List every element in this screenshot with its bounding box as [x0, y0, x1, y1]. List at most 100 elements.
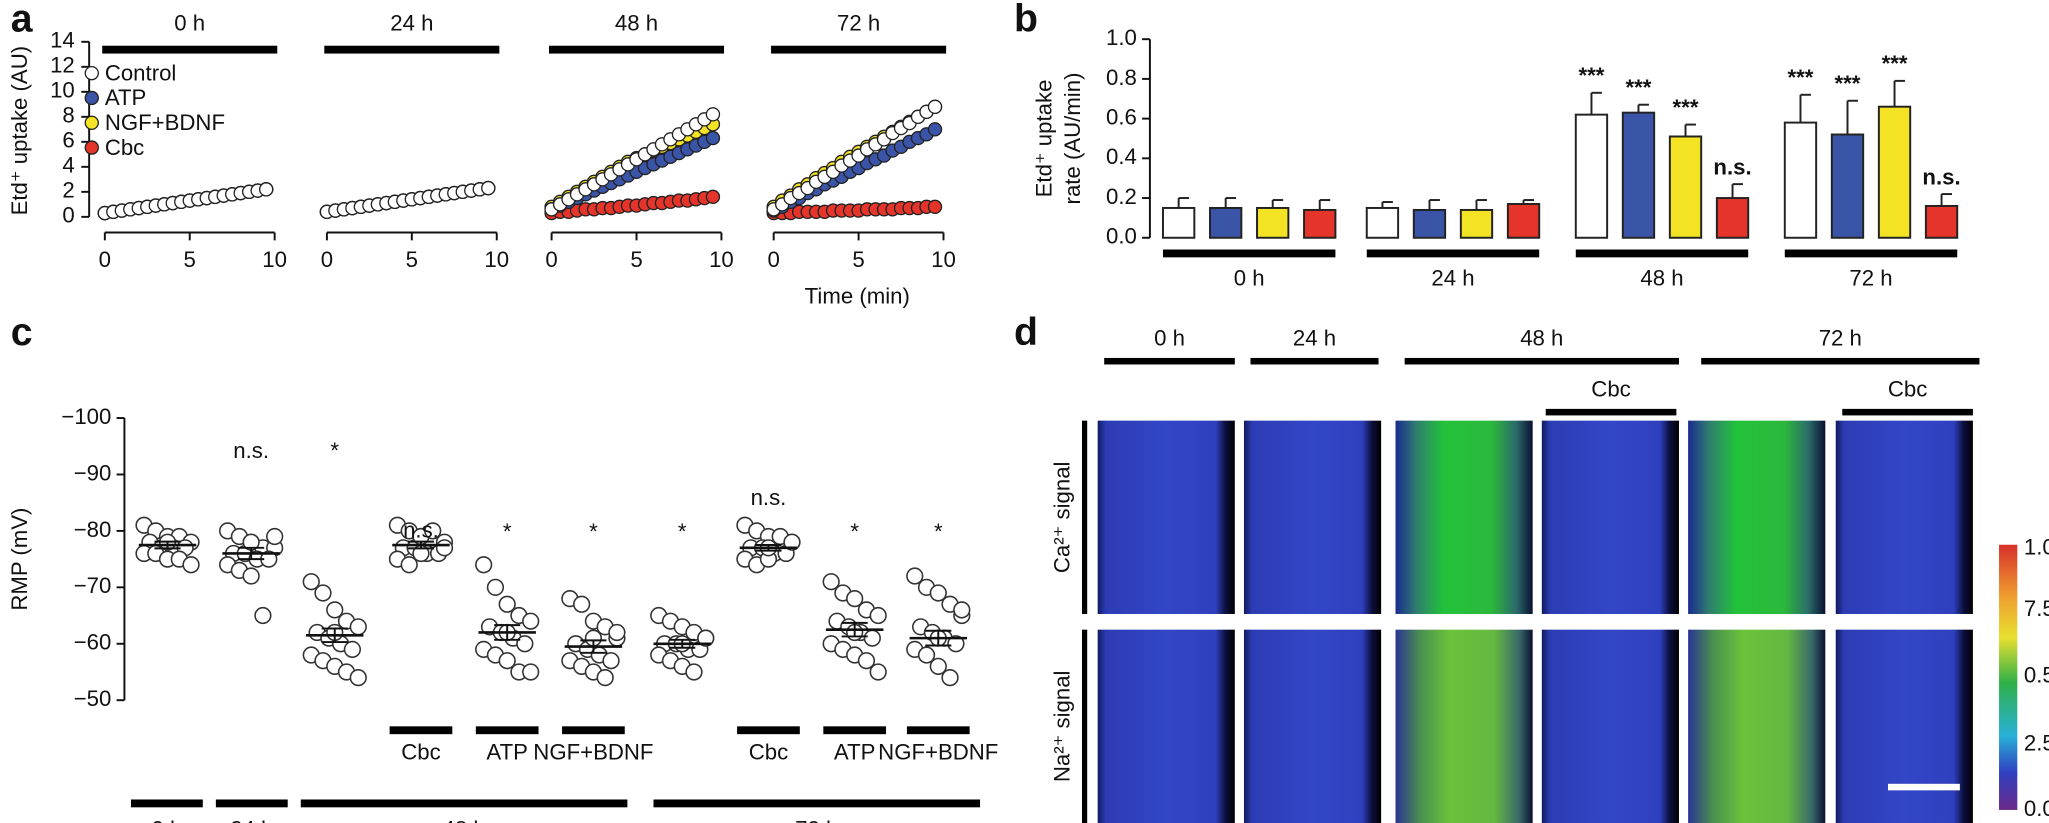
y-tick-label: −80: [74, 517, 112, 542]
x-axis-label: Time (min): [805, 284, 910, 309]
micrograph: [1835, 629, 1973, 823]
data-point: [498, 652, 516, 670]
data-point: [182, 556, 200, 574]
treatment-bar: [1545, 408, 1677, 416]
data-point: [481, 180, 496, 196]
data-point: [863, 629, 881, 647]
panel-letter: c: [11, 311, 33, 354]
data-point: [869, 663, 887, 681]
x-tick-label: 0: [321, 247, 333, 272]
header-bar: [1404, 357, 1679, 365]
x-tick-label: 10: [931, 247, 956, 272]
bar: [1830, 133, 1865, 239]
legend-label: NGF+BDNF: [105, 110, 225, 135]
y-tick-label: 1.0: [1106, 25, 1137, 50]
legend-marker: [84, 65, 99, 81]
significance-label: ***: [1835, 71, 1861, 96]
x-tick-label: 5: [630, 247, 642, 272]
y-tick-label: 2: [62, 178, 74, 203]
significance-label: *: [850, 519, 859, 544]
title-bar: [324, 45, 500, 54]
y-tick-label: 0.8: [1106, 65, 1137, 90]
x-tick-label: 5: [184, 247, 196, 272]
bar: [1621, 111, 1656, 239]
data-point: [857, 652, 876, 670]
y-tick-label: 12: [50, 53, 75, 78]
panel-letter: d: [1014, 311, 1038, 354]
header-bar: [1250, 357, 1379, 365]
bar: [1209, 206, 1243, 239]
y-tick-label: 14: [50, 28, 75, 53]
data-point: [326, 601, 344, 619]
scale-bar: [1887, 783, 1960, 791]
group-bar: [1575, 249, 1749, 258]
x-tick-label: 5: [406, 247, 418, 272]
y-axis-label: Etd⁺ uptake (AU): [7, 46, 32, 216]
x-tick-label: 10: [484, 247, 509, 272]
panel-title: 48 h: [615, 11, 658, 36]
data-point: [705, 189, 721, 205]
group-bar: [1162, 249, 1336, 258]
timepoint-label: 72 h: [795, 817, 838, 823]
colorbar-label: 0.5: [2024, 663, 2049, 688]
x-tick-label: 5: [852, 247, 864, 272]
data-point: [906, 567, 924, 585]
group-bar: [1784, 249, 1958, 258]
data-point: [314, 584, 332, 602]
x-tick-label: 48 h: [1640, 265, 1683, 290]
y-tick-label: 6: [62, 128, 74, 153]
timepoint-label: 24 h: [230, 817, 273, 823]
y-tick-label: 0.2: [1106, 184, 1137, 209]
micrograph: [1395, 420, 1533, 614]
significance-label: ***: [1788, 65, 1814, 90]
data-point: [400, 556, 418, 574]
data-point: [822, 573, 840, 591]
x-tick-label: 24 h: [1431, 265, 1474, 290]
data-point: [927, 122, 943, 137]
data-point: [242, 567, 260, 585]
y-tick-label: 0.4: [1106, 144, 1137, 169]
x-tick-label: 0: [545, 247, 557, 272]
colorbar-label: 1.0: [2024, 535, 2049, 560]
panel-title: 0 h: [174, 11, 205, 36]
data-point: [258, 182, 274, 197]
data-point: [349, 669, 367, 687]
bar: [1303, 208, 1337, 239]
title-bar: [548, 45, 725, 54]
header-bar: [1104, 357, 1235, 365]
data-point: [705, 107, 721, 122]
legend-marker: [84, 140, 99, 155]
data-point: [941, 669, 959, 687]
y-axis-label: Etd⁺ uptake: [1031, 80, 1056, 198]
data-point: [475, 556, 493, 574]
significance-label: *: [503, 519, 512, 544]
panel-letter: b: [1014, 0, 1038, 40]
significance-label: *: [934, 519, 943, 544]
row-bar: [1081, 420, 1088, 614]
y-axis-label: rate (AU/min): [1060, 73, 1085, 205]
data-point: [602, 652, 620, 670]
treatment-label: NGF+BDNF: [533, 740, 653, 765]
treatment-bar: [475, 726, 539, 735]
treatment-bar: [737, 726, 800, 735]
data-point: [516, 635, 534, 653]
timepoint-bar: [215, 799, 288, 808]
row-label: Ca²⁺ signal: [1050, 462, 1075, 574]
y-tick-label: −100: [61, 404, 111, 429]
data-point: [927, 199, 943, 215]
treatment-bar: [562, 726, 625, 735]
micrograph: [1541, 420, 1679, 614]
timepoint-label: 0 h: [151, 817, 182, 823]
data-point: [947, 635, 965, 653]
colorbar-label: 7.5: [2024, 596, 2049, 621]
bar: [1783, 121, 1818, 239]
treatment-label: NGF+BDNF: [878, 740, 998, 765]
significance-label: ***: [1579, 63, 1605, 88]
significance-label: ***: [1626, 75, 1652, 100]
bar: [1412, 208, 1447, 239]
timepoint-bar: [300, 799, 628, 808]
panel-title: 72 h: [837, 11, 880, 36]
bar: [1715, 197, 1750, 239]
timepoint-bar: [653, 799, 981, 808]
bar: [1574, 113, 1609, 239]
